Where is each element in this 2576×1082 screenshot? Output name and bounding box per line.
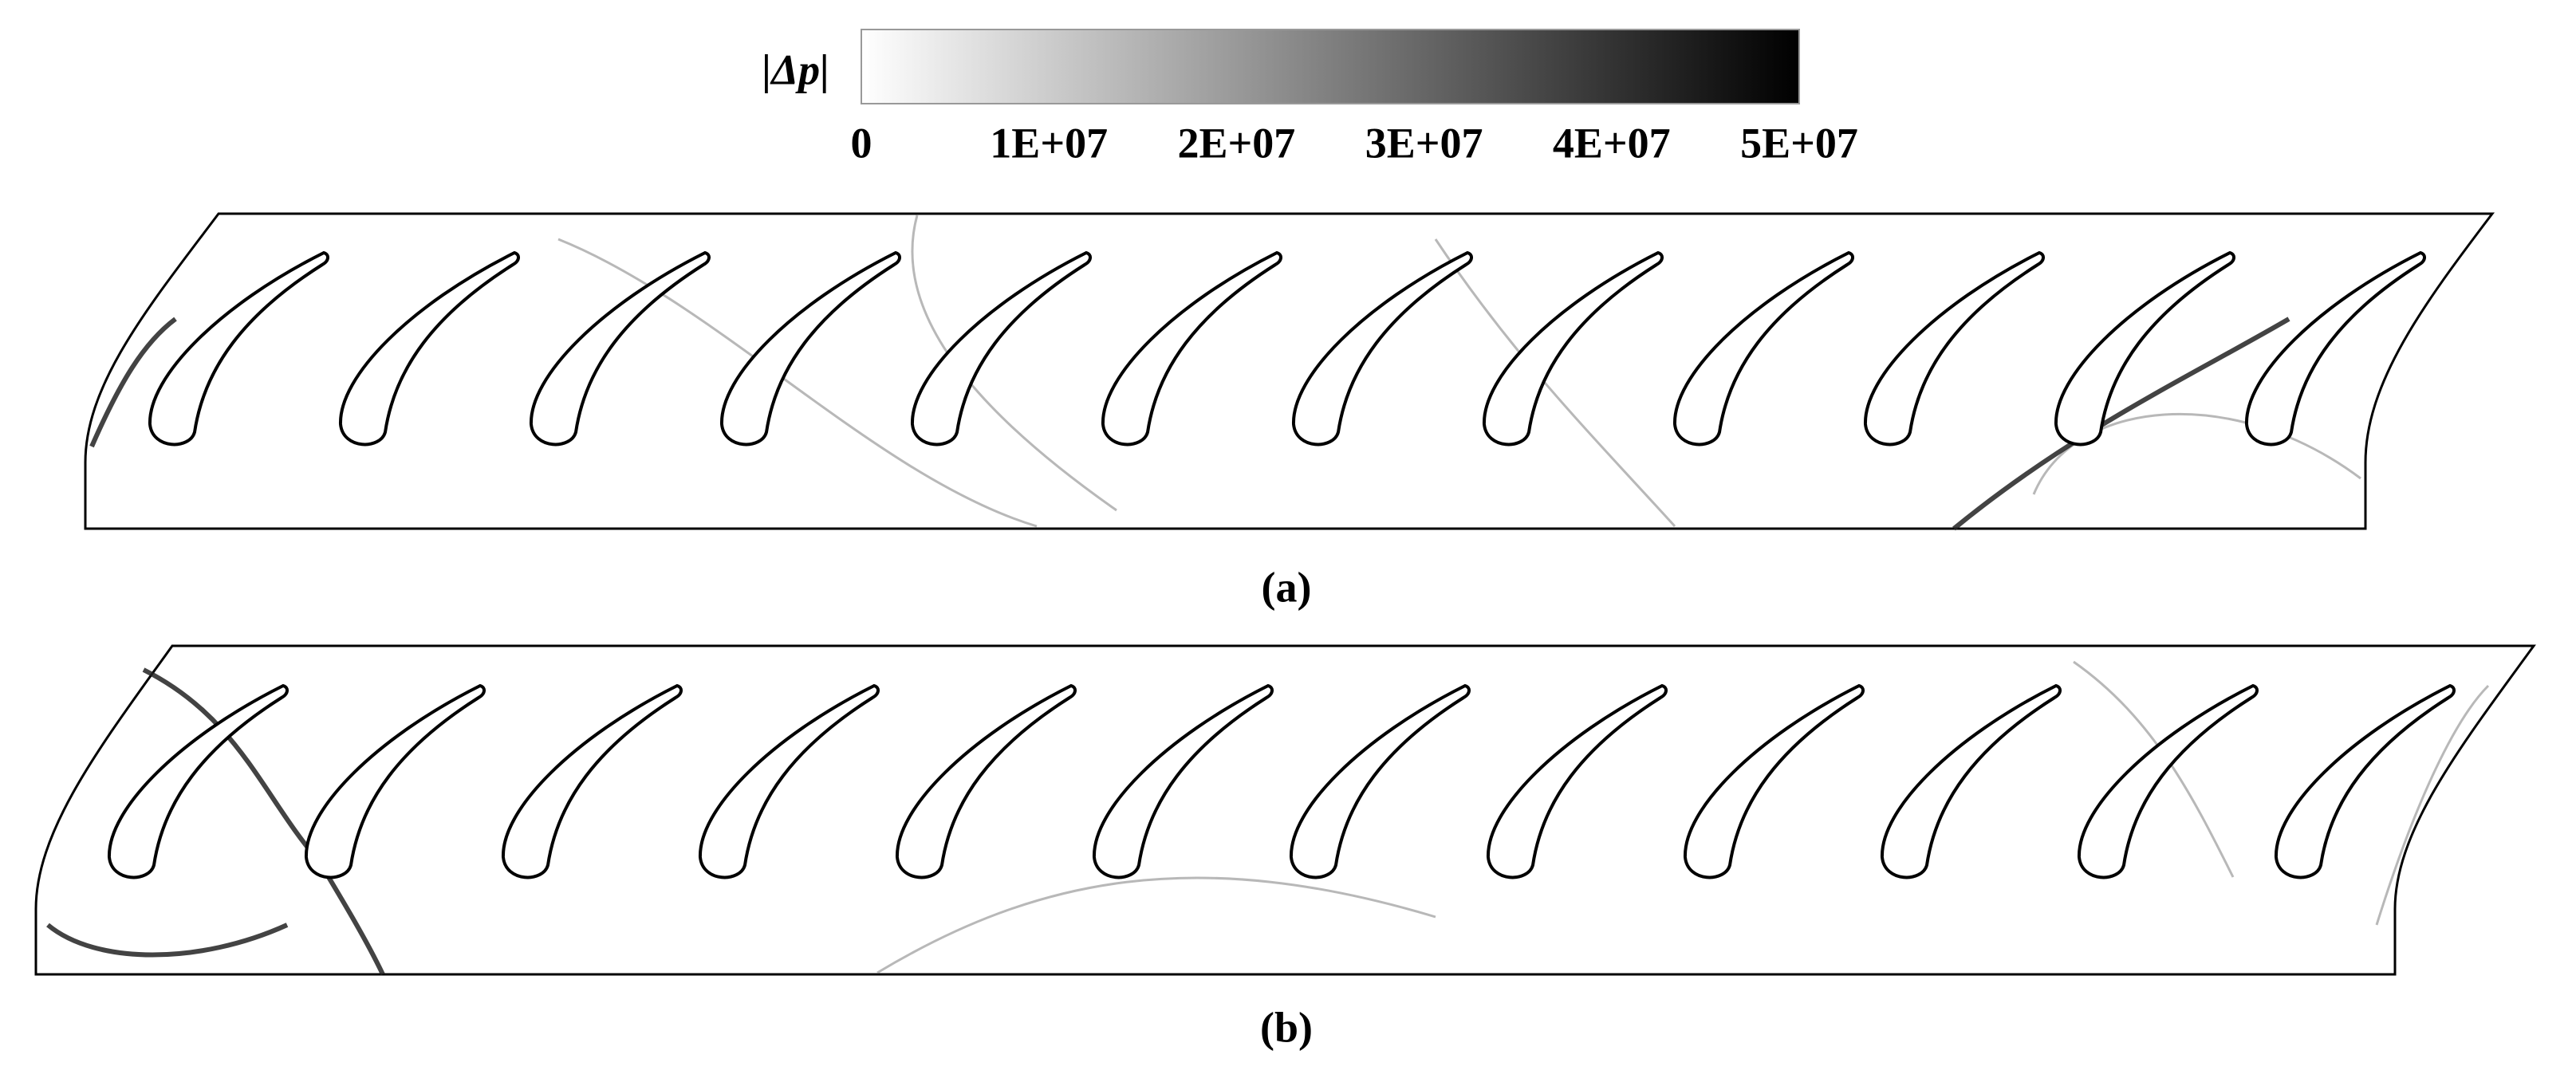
- panel-label: (a): [1262, 563, 1312, 611]
- blade: [2077, 683, 2259, 879]
- wave: [2032, 412, 2361, 495]
- colorbar: [861, 29, 1800, 104]
- colorbar-tick-label: 3E+07: [1365, 119, 1483, 167]
- blade: [501, 683, 683, 879]
- colorbar-tick-label: 5E+07: [1740, 119, 1858, 167]
- blade: [304, 683, 486, 879]
- blade: [1092, 683, 1274, 879]
- panel-b: [34, 644, 2536, 976]
- blade: [910, 250, 1092, 447]
- blade: [1289, 683, 1471, 879]
- blade: [2244, 250, 2426, 447]
- colorbar-tick-label: 4E+07: [1553, 119, 1671, 167]
- domain: [34, 644, 2536, 976]
- panel-label: (b): [1260, 1003, 1313, 1051]
- blade: [1101, 250, 1282, 447]
- wave: [1434, 238, 1676, 528]
- blade: [1683, 683, 1865, 879]
- blade: [2274, 683, 2456, 879]
- wave: [2375, 684, 2490, 926]
- blade: [1863, 250, 2045, 447]
- panel-a: [84, 212, 2495, 531]
- blade: [1486, 683, 1668, 879]
- blade: [895, 683, 1077, 879]
- wave: [557, 238, 1038, 528]
- colorbar-tick-label: 1E+07: [990, 119, 1108, 167]
- blade: [1482, 250, 1664, 447]
- blade: [698, 683, 880, 879]
- shock: [46, 923, 289, 958]
- colorbar-tick-label: 2E+07: [1178, 119, 1296, 167]
- colorbar-tick-label: 0: [851, 119, 872, 167]
- domain: [84, 212, 2495, 530]
- blade: [529, 250, 711, 447]
- wave: [876, 876, 1436, 974]
- blade: [338, 250, 520, 447]
- shock: [89, 317, 177, 448]
- blade: [1880, 683, 2062, 879]
- colorbar-label: |Δp|: [762, 45, 829, 93]
- blade: [719, 250, 901, 447]
- blade: [1672, 250, 1854, 447]
- shock: [142, 667, 385, 976]
- blade: [107, 683, 289, 879]
- blade: [148, 250, 329, 447]
- shock: [1952, 317, 2290, 531]
- blade: [1291, 250, 1473, 447]
- blade: [2054, 250, 2235, 447]
